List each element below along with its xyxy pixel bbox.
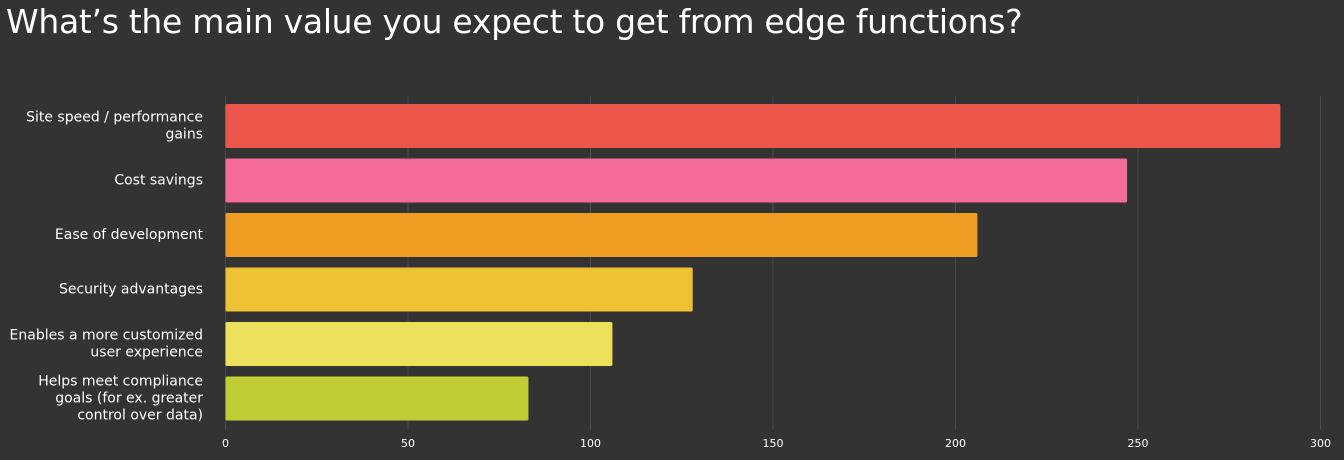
x-tick-label: 150 [763, 437, 784, 450]
bar [225, 376, 529, 421]
category-label-line: Ease of development [55, 227, 204, 243]
bar [225, 213, 978, 257]
category-label: Helps meet compliance goals (for ex. grea… [38, 374, 203, 424]
category-label-line: goals (for ex. greater [55, 391, 203, 407]
bars [225, 104, 1281, 421]
category-label-line: Security advantages [59, 282, 203, 298]
grid-lines [225, 96, 1321, 430]
category-label-line: control over data) [77, 408, 203, 424]
category-label: Cost savings [114, 173, 203, 189]
x-tick-label: 50 [401, 437, 415, 450]
x-axis-ticks: 0 50 100 150 200 250 300 [222, 437, 1331, 450]
category-label: Enables a more customized user experience [10, 328, 203, 361]
category-label-line: Cost savings [114, 173, 203, 189]
bar [225, 267, 693, 312]
x-tick-label: 250 [1128, 437, 1149, 450]
bar [225, 322, 613, 366]
category-label-line: Enables a more customized [10, 328, 203, 344]
x-tick-label: 200 [945, 437, 966, 450]
chart-title: What’s the main value you expect to get … [6, 2, 1023, 41]
x-tick-label: 0 [222, 437, 229, 450]
category-label-line: Helps meet compliance [38, 374, 203, 390]
category-label-line: Site speed / performance [26, 110, 203, 126]
category-label-line: user experience [90, 345, 203, 361]
bar [225, 104, 1281, 148]
bar [225, 158, 1128, 203]
x-tick-label: 300 [1310, 437, 1331, 450]
category-label: Ease of development [55, 227, 204, 243]
category-label-line: gains [165, 127, 203, 143]
category-label: Security advantages [59, 282, 203, 298]
category-label: Site speed / performance gains [26, 110, 203, 143]
category-labels: Site speed / performance gains Cost saving… [10, 110, 204, 424]
x-tick-label: 100 [580, 437, 601, 450]
